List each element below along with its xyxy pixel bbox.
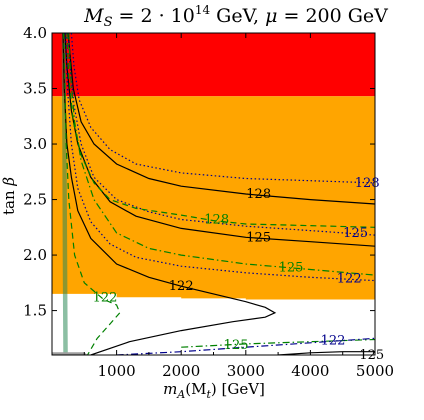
- contour-label-122-6: 122: [337, 271, 362, 286]
- contour-label-128-0: 128: [246, 187, 271, 202]
- xlabel-part-e: ) [GeV]: [211, 380, 265, 398]
- region-left-band: [61, 33, 68, 355]
- title-part-b: S: [104, 15, 113, 30]
- contour-solid-125-1: [64, 33, 375, 247]
- contour-dashed-122-9: [63, 33, 121, 355]
- x-tick-label-4: 5000: [356, 362, 394, 380]
- contour-label-128-4: 128: [355, 176, 380, 191]
- contour-label-122-11: 122: [321, 334, 346, 349]
- title-part-c: = 2 · 10: [112, 5, 194, 27]
- y-tick-label-1: 2.0: [23, 246, 47, 264]
- contour-label-128-7: 128: [204, 213, 229, 228]
- x-tick-label-2: 3000: [227, 362, 265, 380]
- x-axis-label: mA(Mt) [GeV]: [163, 380, 265, 401]
- y-tick-label-3: 3.0: [23, 135, 47, 153]
- region-bottom-gray: [52, 352, 88, 355]
- chart-title: MS = 2 · 1014 GeV, μ = 200 GeV: [83, 3, 388, 30]
- x-tick-label-0: 1000: [98, 362, 136, 380]
- contour-solid-122-2: [62, 33, 277, 355]
- region-red: [52, 33, 375, 97]
- contour-label-125-8: 125: [279, 260, 304, 275]
- xlabel-part-b: A: [176, 388, 185, 401]
- xlabel-part-c: (M: [185, 380, 206, 398]
- title-part-g: = 200 GeV: [277, 5, 388, 27]
- contour-label-125-1: 125: [246, 230, 271, 245]
- x-axis-ticks: 1000 2000 3000 4000 5000: [83, 33, 394, 380]
- contour-dashdot-125-10: [181, 338, 375, 348]
- contour-label-122-2: 122: [169, 279, 194, 294]
- contour-label-122-9: 122: [93, 290, 118, 305]
- ylabel-part-b: β: [0, 177, 18, 187]
- xlabel-part-d: t: [206, 388, 211, 401]
- y-axis-label: tan β: [0, 177, 18, 215]
- contour-dashdot-125-8: [68, 33, 375, 276]
- y-tick-label-5: 4.0: [23, 24, 47, 42]
- y-axis-ticks: 1.5 2.0 2.5 3.0 3.5 4.0: [23, 24, 375, 320]
- xlabel-part-a: m: [163, 380, 177, 398]
- x-tick-label-3: 4000: [291, 362, 329, 380]
- region-orange: [52, 96, 375, 300]
- contour-solid-128-0: [67, 33, 375, 205]
- contour-dotted-128-4: [70, 33, 375, 184]
- curves-layer: [62, 33, 375, 355]
- contour-label-125-5: 125: [343, 226, 368, 241]
- contour-label-125-10: 125: [224, 338, 249, 353]
- ylabel-part-a: tan: [0, 186, 18, 215]
- y-tick-label-4: 3.5: [23, 80, 47, 98]
- contour-dotted-122-6: [65, 33, 375, 282]
- x-tick-label-1: 2000: [162, 362, 200, 380]
- title-part-d: 14: [195, 3, 211, 17]
- regions-layer: [52, 33, 375, 355]
- title-part-e: GeV,: [210, 5, 265, 27]
- contour-solid-125-3: [278, 351, 375, 355]
- title-part-a: M: [83, 5, 104, 27]
- title-part-f: μ: [265, 5, 277, 27]
- y-tick-label-2: 2.5: [23, 191, 47, 209]
- contour-dashed-128-7: [66, 33, 375, 228]
- y-tick-label-0: 1.5: [23, 302, 47, 320]
